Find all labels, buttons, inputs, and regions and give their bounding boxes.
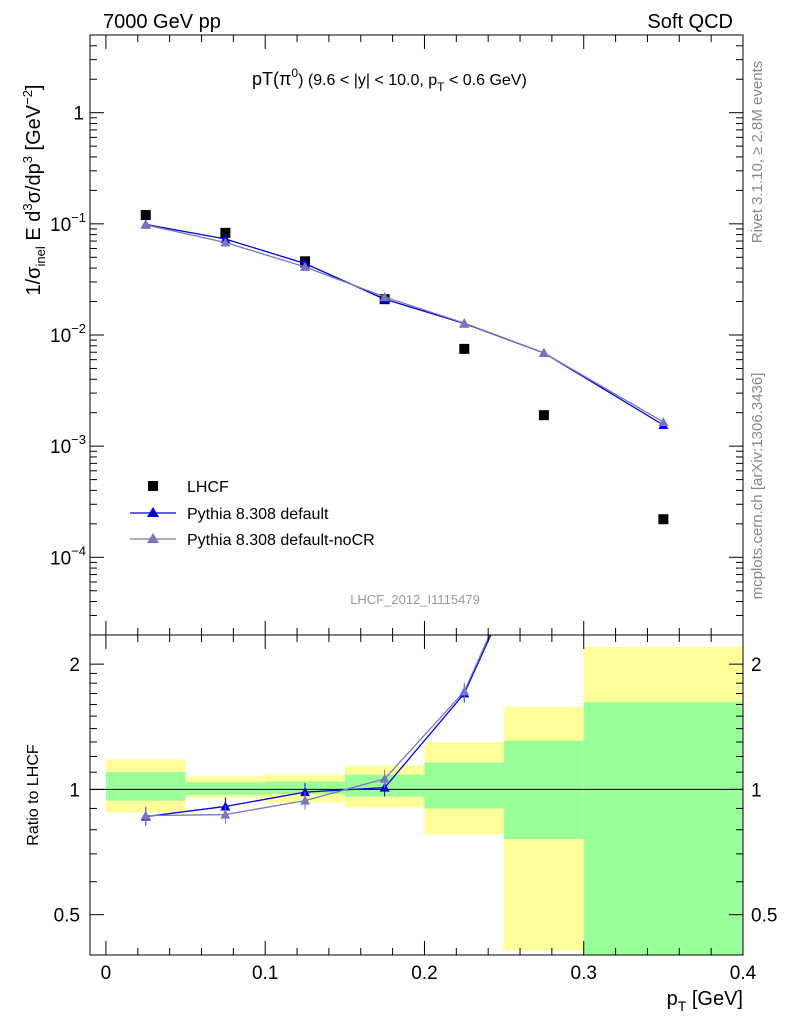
- x-axis-label-sub: T: [678, 998, 687, 1014]
- ratio-y-tick-label-left: 1: [69, 780, 80, 801]
- main-y-tick-label: 1: [73, 104, 84, 125]
- header-category-label: Soft QCD: [647, 11, 733, 33]
- ratio-band-green: [185, 782, 266, 795]
- legend-label-lhcf: LHCF: [187, 479, 229, 496]
- lhcf-data-point: [140, 210, 151, 221]
- ratio-axis-ticks: 0.5 0.5 1 1 2 2 0 0.1 0.2 0.3 0.4: [54, 635, 777, 984]
- ratio-series-point-1: [379, 773, 390, 783]
- chart-title-rest: ) (9.6 < |y| < 10.0, p: [298, 72, 437, 89]
- main-series-point-2: [220, 237, 231, 247]
- main-series-line-1: [145, 223, 664, 426]
- ratio-band-green: [424, 762, 505, 809]
- ratio-series-point-1: [459, 686, 470, 696]
- mcplots-label: mcplots.cern.ch [arXiv:1306.3436]: [749, 373, 766, 600]
- legend-marker-nocr: [147, 533, 159, 543]
- lhcf-data-point: [220, 227, 231, 238]
- header-energy-label: 7000 GeV pp: [103, 11, 221, 33]
- main-y-tick-label: 10−4: [50, 543, 86, 569]
- ratio-x-tick-label: 0.1: [252, 963, 278, 984]
- main-series-group: [140, 210, 669, 525]
- main-series-point-2: [140, 219, 151, 229]
- chart-title-sub: T: [437, 80, 445, 94]
- ratio-band-green: [105, 772, 186, 801]
- x-axis-label-main: p: [667, 988, 678, 1010]
- ratio-y-axis-label: Ratio to LHCF: [25, 744, 42, 846]
- main-series-point-2: [658, 416, 669, 426]
- ratio-y-tick-label-left: 0.5: [54, 906, 80, 927]
- ratio-series-point-1: [140, 810, 151, 820]
- chart-title: pT(π0) (9.6 < |y| < 10.0, pT < 0.6 GeV): [252, 66, 527, 94]
- main-series-point-2: [459, 318, 470, 328]
- lhcf-data-point: [459, 343, 470, 354]
- ratio-y-tick-label-left: 2: [69, 655, 80, 676]
- ratio-x-tick-label: 0.2: [411, 963, 437, 984]
- main-y-tick-label: 10−2: [50, 321, 86, 347]
- ratio-series-point-1: [220, 809, 231, 819]
- lhcf-data-point: [658, 514, 669, 525]
- chart-title-tail: < 0.6 GeV): [445, 72, 527, 89]
- ratio-panel: 0.5 0.5 1 1 2 2 0 0.1 0.2 0.3 0.4 Ratio to LHCF pT…: [25, 634, 777, 1014]
- ratio-frame: [89, 634, 744, 956]
- legend-marker-default: [147, 507, 159, 517]
- ratio-series-clipped: [140, 635, 492, 826]
- x-axis-label: pT [GeV]: [667, 988, 743, 1014]
- main-series-point-2: [300, 261, 311, 271]
- main-y-axis-label: 1/σinel E d3σ/dp3 [GeV−2]: [20, 84, 48, 295]
- x-axis-label-unit: [GeV]: [686, 988, 743, 1010]
- main-y-tick-label: 10−1: [50, 210, 86, 236]
- legend-label-default: Pythia 8.308 default: [187, 506, 329, 523]
- lhcf-data-point: [538, 410, 549, 421]
- legend-label-nocr: Pythia 8.308 default-noCR: [187, 532, 375, 549]
- ratio-x-tick-label: 0.4: [730, 963, 757, 984]
- ratio-y-tick-label-right: 2: [751, 655, 762, 676]
- analysis-label: LHCF_2012_I1115479: [350, 592, 480, 607]
- chart-title-sup: 0: [291, 66, 298, 80]
- main-series-point-2: [379, 291, 390, 301]
- chart-title-main: pT(π: [252, 69, 291, 89]
- ratio-y-tick-label-right: 0.5: [751, 906, 777, 927]
- main-axis-ticks: 1 10−1 10−2 10−3 10−4: [50, 34, 744, 636]
- ratio-uncertainty-bands: [105, 646, 743, 955]
- ratio-series-line-1: [145, 635, 491, 817]
- ratio-series-point-1: [300, 795, 311, 805]
- main-series-point-2: [538, 347, 549, 357]
- main-panel: 1 10−1 10−2 10−3 10−4 pT(π0) (9.6 < |y| < 10…: [20, 34, 744, 636]
- legend: LHCF Pythia 8.308 default Pythia 8.308 d…: [130, 479, 375, 549]
- rivet-version-label: Rivet 3.1.10, ≥ 2.8M events: [749, 61, 766, 244]
- ratio-series-group: [140, 635, 492, 826]
- main-y-tick-label: 10−3: [50, 432, 86, 458]
- legend-marker-lhcf: [148, 481, 158, 491]
- ratio-band-green: [583, 702, 743, 955]
- ratio-y-tick-label-right: 1: [751, 780, 762, 801]
- ratio-x-tick-label: 0.3: [571, 963, 597, 984]
- main-series-line-2: [145, 224, 664, 423]
- ratio-x-tick-label: 0: [101, 963, 112, 984]
